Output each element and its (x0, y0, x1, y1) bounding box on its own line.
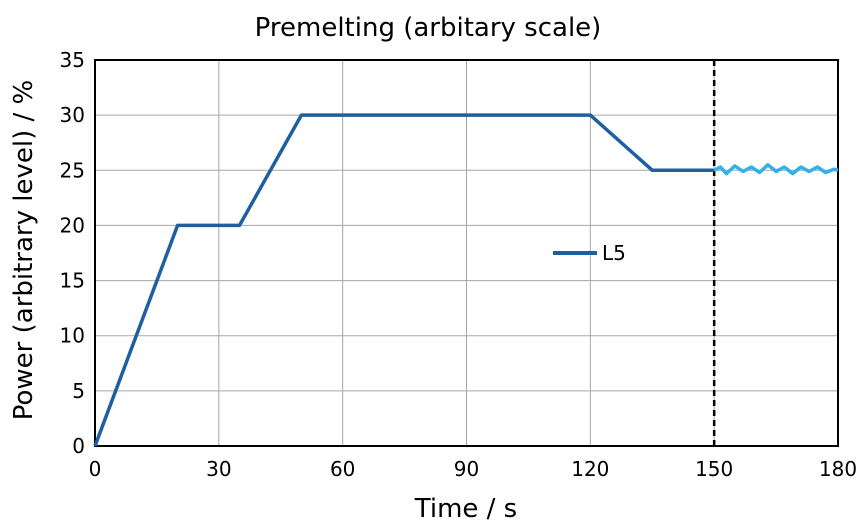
y-tick-label: 30 (60, 103, 85, 127)
x-tick-label: 30 (206, 457, 231, 481)
y-tick-label: 15 (60, 269, 85, 293)
grid (94, 59, 839, 447)
tick-labels: 0 30 60 90 120 150 180 0 5 10 15 20 25 30 35 (60, 48, 858, 481)
x-tick-label: 60 (330, 457, 355, 481)
y-axis-label: Power (arbitrary level) / % (9, 80, 39, 421)
plot-area-border (94, 59, 839, 447)
y-tick-label: 10 (60, 324, 85, 348)
x-tick-label: 90 (454, 457, 479, 481)
x-tick-label: 0 (89, 457, 102, 481)
y-tick-label: 5 (72, 379, 85, 403)
y-tick-label: 25 (60, 158, 85, 182)
y-tick-label: 0 (72, 434, 85, 458)
y-tick-label: 20 (60, 213, 85, 237)
series-line-1 (713, 163, 839, 176)
x-tick-label: 180 (819, 457, 857, 481)
series-layer (93, 113, 839, 447)
x-tick-label: 150 (695, 457, 733, 481)
x-axis-label: Time / s (414, 494, 517, 524)
y-tick-label: 35 (60, 48, 85, 72)
legend-label: L5 (602, 241, 626, 265)
chart-title: Premelting (arbitary scale) (255, 13, 602, 43)
legend: L5 (553, 241, 626, 265)
x-tick-label: 120 (571, 457, 609, 481)
series-line-0 (93, 113, 715, 447)
